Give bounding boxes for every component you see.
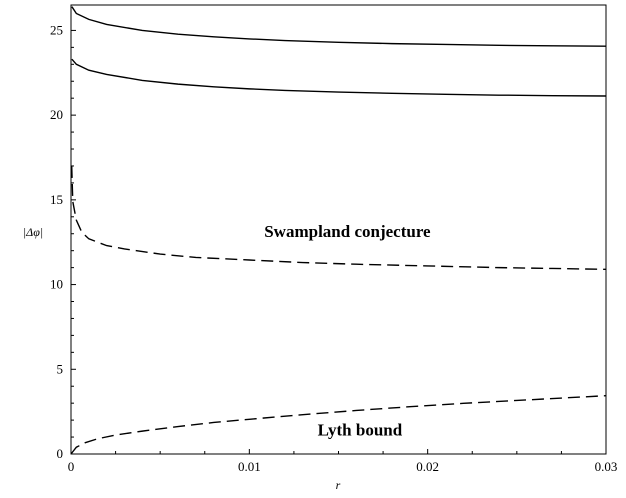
series-4-line	[70, 395, 607, 455]
y-tick-label: 15	[50, 192, 63, 207]
y-tick-label: 0	[57, 446, 64, 461]
y-axis-label: |Δφ|	[23, 225, 43, 239]
y-tick-label: 20	[50, 107, 63, 122]
y-axis: 0 5 10 15 20 25	[50, 22, 76, 461]
x-axis: 0 0.01 0.02 0.03	[68, 449, 618, 474]
curves	[70, 6, 607, 455]
series-2-line	[71, 58, 607, 97]
annotation-2: Lyth bound	[318, 420, 403, 439]
y-tick-label: 5	[57, 361, 64, 376]
x-tick-label: 0	[68, 459, 75, 474]
annotation-1: Swampland conjecture	[264, 222, 431, 241]
x-tick-label: 0.03	[595, 459, 618, 474]
x-axis-label: r	[336, 478, 341, 492]
y-tick-label: 25	[50, 22, 63, 37]
series-3-line	[71, 165, 607, 271]
x-tick-label: 0.01	[238, 459, 261, 474]
series-1-line	[71, 6, 607, 47]
annotations: Swampland conjecture Lyth bound	[264, 222, 431, 439]
y-tick-label: 10	[50, 277, 63, 292]
x-tick-label: 0.02	[416, 459, 439, 474]
